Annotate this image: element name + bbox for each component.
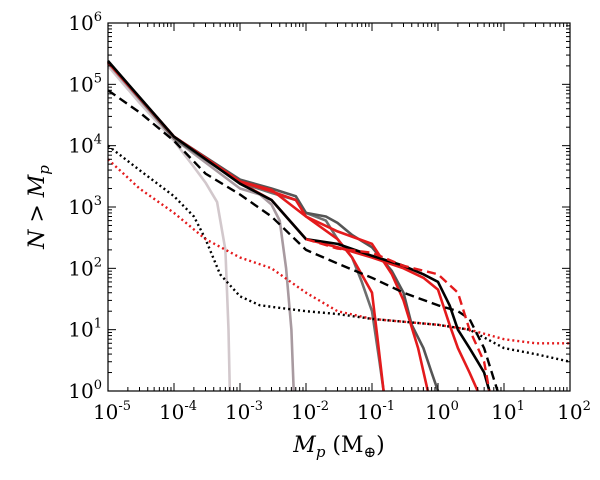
y-tick-label: 102	[68, 255, 102, 280]
series-gray-dark-solid	[107, 60, 440, 392]
series-layer	[107, 60, 571, 392]
series-black-dotted	[107, 144, 571, 363]
y-axis-label: N > Mp	[25, 165, 53, 250]
y-tick-label: 101	[68, 317, 102, 342]
x-tick-label: 10-3	[225, 399, 263, 424]
series-red-dotted	[107, 158, 570, 345]
plot-frame	[107, 22, 571, 392]
series-black-dashed	[107, 89, 499, 392]
x-tick-labels: 10-5 10-4 10-3 10-2 10-1 100 101 102	[93, 399, 591, 424]
x-tick-label: 10-4	[159, 399, 197, 424]
series-black-solid	[107, 60, 491, 392]
series-gray-light-solid	[107, 62, 295, 392]
y-tick-label: 106	[68, 10, 102, 35]
y-tick-label: 103	[68, 194, 102, 219]
series-gray-lightest-solid	[107, 65, 232, 392]
x-tick-label: 10-2	[291, 399, 329, 424]
x-tick-label: 10-1	[357, 399, 395, 424]
y-tick-label: 105	[68, 71, 102, 96]
series-red-dashed	[305, 237, 491, 392]
y-tick-label: 100	[68, 378, 102, 403]
x-tick-label: 10-5	[93, 399, 131, 424]
x-tick-label: 101	[491, 399, 525, 424]
x-tick-label: 102	[557, 399, 591, 424]
series-red-solid-2	[107, 61, 430, 392]
ticks-layer	[107, 22, 571, 392]
y-tick-labels: 100 101 102 103 104 105 106	[68, 10, 102, 403]
y-tick-label: 104	[68, 133, 102, 158]
x-axis-label: Mp (M⊕)	[292, 433, 384, 461]
x-tick-label: 100	[425, 399, 459, 424]
